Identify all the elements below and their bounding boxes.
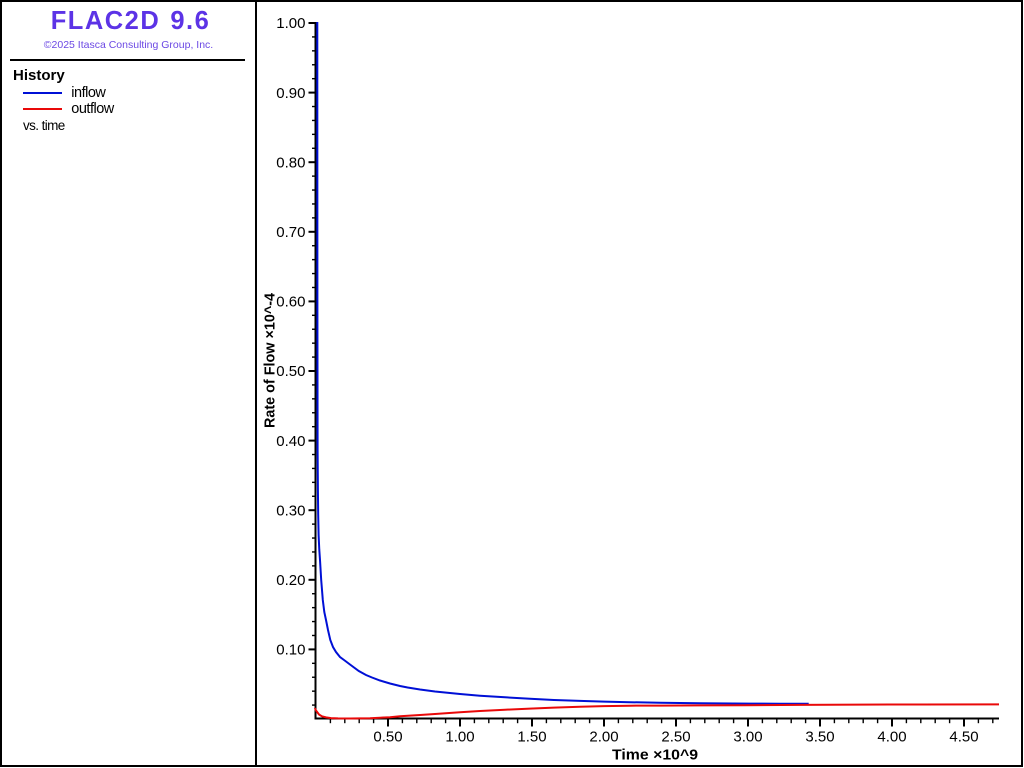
svg-text:0.10: 0.10	[276, 642, 305, 659]
svg-text:0.20: 0.20	[276, 572, 305, 589]
svg-text:0.90: 0.90	[276, 85, 305, 102]
svg-text:0.50: 0.50	[276, 363, 305, 380]
svg-text:1.00: 1.00	[276, 15, 305, 32]
svg-text:2.00: 2.00	[589, 728, 618, 745]
svg-text:Time ×10^9: Time ×10^9	[612, 747, 698, 764]
svg-text:0.50: 0.50	[373, 728, 402, 745]
svg-text:0.70: 0.70	[276, 224, 305, 241]
svg-text:1.00: 1.00	[445, 728, 474, 745]
svg-text:1.50: 1.50	[517, 728, 546, 745]
svg-text:0.60: 0.60	[276, 294, 305, 311]
svg-text:0.30: 0.30	[276, 502, 305, 519]
svg-text:3.00: 3.00	[733, 728, 762, 745]
svg-text:0.40: 0.40	[276, 433, 305, 450]
svg-text:0.80: 0.80	[276, 154, 305, 171]
svg-text:3.50: 3.50	[805, 728, 834, 745]
svg-text:4.50: 4.50	[949, 728, 978, 745]
svg-text:4.00: 4.00	[877, 728, 906, 745]
svg-text:Rate of Flow ×10^-4: Rate of Flow ×10^-4	[262, 292, 279, 428]
svg-text:2.50: 2.50	[661, 728, 690, 745]
